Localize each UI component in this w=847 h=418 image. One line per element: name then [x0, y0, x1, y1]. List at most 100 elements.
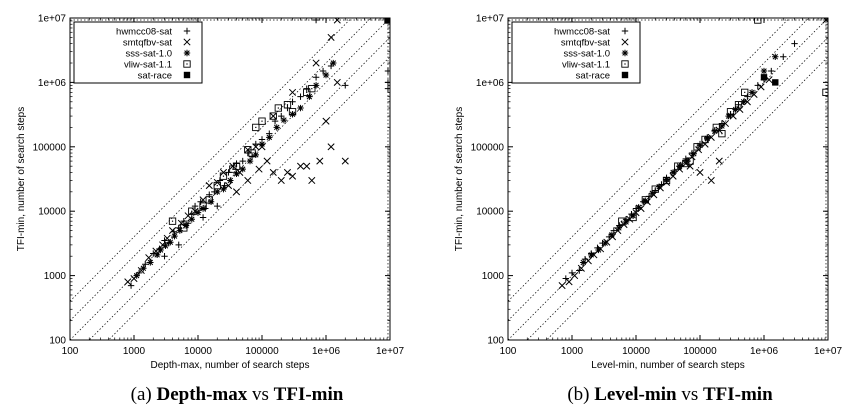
data-point	[188, 207, 196, 215]
legend-label: smtqfbv-sat	[561, 38, 610, 49]
data-point	[740, 98, 747, 105]
y-axis-label: TFI-min, number of search steps	[16, 107, 27, 252]
data-point	[277, 176, 285, 185]
data-point	[269, 112, 277, 120]
data-point	[641, 196, 650, 204]
y-tick-label: 10000	[476, 207, 504, 218]
data-point	[252, 123, 260, 132]
data-point	[580, 259, 587, 266]
legend-box	[73, 21, 203, 84]
series-vliw-sat-1.1	[618, 18, 828, 225]
y-tick-label: 1000	[44, 271, 67, 282]
data-point	[690, 150, 697, 157]
data-point	[207, 198, 215, 205]
diagonal-line	[508, 18, 828, 340]
data-point	[175, 241, 182, 249]
data-point	[686, 157, 694, 165]
diagonal-line	[508, 18, 790, 302]
data-point	[662, 176, 671, 185]
data-point	[153, 251, 161, 259]
diagonal-line	[70, 18, 352, 302]
data-point	[133, 272, 140, 279]
y-tick-label: 100	[487, 336, 504, 347]
diagonal-line	[70, 18, 372, 321]
data-point	[199, 214, 207, 221]
data-point	[760, 67, 768, 75]
data-point	[283, 101, 292, 109]
data-point	[162, 242, 169, 250]
y-tick-label: 1e+07	[476, 14, 505, 25]
legend-label: sat-race	[138, 71, 172, 82]
legend-marker	[183, 71, 191, 79]
caption-a: (a) Depth-max vs TFI-min	[72, 384, 402, 414]
plot-frame	[69, 17, 391, 341]
data-point	[124, 278, 132, 286]
data-point	[676, 162, 683, 170]
data-point	[303, 162, 311, 170]
data-point	[248, 149, 256, 157]
x-tick-label: 100000	[683, 346, 717, 357]
data-point	[322, 117, 330, 125]
legend-label: vliw-sat-1.1	[562, 60, 610, 71]
legend-label: vliw-sat-1.1	[124, 60, 172, 71]
data-point	[655, 183, 663, 190]
legend-marker	[621, 60, 629, 68]
data-point	[588, 251, 595, 259]
data-point	[306, 93, 313, 100]
data-point	[319, 67, 327, 75]
data-point	[674, 162, 682, 170]
data-point	[635, 204, 642, 211]
data-point	[308, 84, 316, 93]
legend-label: smtqfbv-sat	[123, 38, 172, 49]
data-point	[161, 253, 168, 260]
data-point	[704, 135, 711, 142]
data-point	[718, 130, 726, 138]
data-point	[239, 157, 246, 165]
data-point	[707, 176, 715, 185]
legend-label: hwmcc08-sat	[554, 27, 610, 38]
data-point	[214, 202, 221, 210]
data-point	[629, 213, 637, 222]
data-point	[297, 104, 304, 112]
data-point	[280, 116, 288, 124]
data-point	[199, 202, 207, 210]
data-point	[715, 157, 723, 165]
data-point	[157, 246, 164, 254]
y-tick-label: 10000	[38, 207, 66, 218]
legend-marker	[621, 71, 629, 79]
series-vliw-sat-1.1	[168, 18, 390, 232]
data-point	[140, 265, 147, 272]
data-point	[205, 196, 213, 204]
y-tick-label: 1000	[482, 271, 505, 282]
x-tick-label: 10000	[184, 346, 212, 357]
data-point	[595, 246, 602, 254]
data-point	[584, 257, 592, 265]
x-tick-label: 100	[62, 346, 79, 357]
data-point	[748, 89, 756, 96]
chart-panel-a: 100 1000 10000 100000 1e+06 1e+07 100 1000 10000…	[16, 14, 404, 372]
data-point	[615, 224, 623, 232]
data-point	[199, 196, 207, 204]
data-point	[822, 18, 828, 24]
x-axis-label: Depth-max, number of search steps	[151, 360, 310, 371]
data-point	[757, 83, 765, 91]
data-point	[266, 134, 273, 141]
diagonal-line	[526, 37, 828, 340]
x-tick-label: 1000	[123, 346, 146, 357]
legend: hwmcc08-satsmtqfbv-satsss-sat-1.0vliw-sa…	[511, 21, 641, 84]
data-point	[205, 182, 213, 190]
data-point	[239, 165, 246, 173]
data-point	[278, 112, 285, 120]
caption-b: (b) Level-min vs TFI-min	[505, 384, 835, 414]
legend-marker	[621, 27, 629, 35]
data-point	[168, 227, 177, 235]
legend: hwmcc08-satsmtqfbv-satsss-sat-1.0vliw-sa…	[73, 21, 203, 84]
legend-label: hwmcc08-sat	[116, 27, 172, 38]
caption-b-vs: vs	[681, 384, 699, 405]
data-point	[741, 88, 749, 97]
data-point	[384, 85, 390, 92]
series-sss-sat-1.0	[133, 59, 337, 279]
data-point	[312, 18, 320, 24]
data-point	[219, 168, 228, 176]
data-point	[696, 168, 704, 176]
